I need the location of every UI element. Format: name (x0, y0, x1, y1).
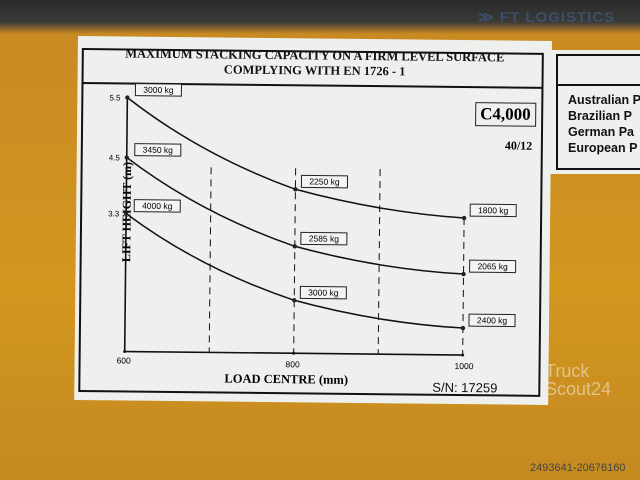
side-line: Brazilian P (568, 109, 632, 123)
data-point (292, 244, 298, 249)
y-tick-label: 4.5 (109, 153, 121, 162)
grid-line (293, 168, 297, 354)
listing-id: 2493641-20676160 (530, 462, 626, 474)
capacity-label: 3000 kg (143, 85, 174, 95)
capacity-label: 3450 kg (143, 145, 174, 155)
capacity-label-box (134, 143, 182, 157)
capacity-label: 4000 kg (142, 201, 173, 211)
side-line: German Pa (568, 125, 635, 139)
data-point (461, 271, 466, 277)
capacity-label-box (300, 174, 349, 189)
grid-line (208, 167, 212, 353)
data-point (460, 325, 466, 331)
data-point (292, 298, 297, 303)
x-tick-label: 800 (286, 359, 301, 369)
x-tick (461, 353, 465, 357)
y-tick-label: 3.3 (108, 209, 120, 218)
capacity-plate: MAXIMUM STACKING CAPACITY ON A FIRM LEVE… (74, 36, 552, 405)
x-tick (123, 350, 127, 354)
capacity-label-box (300, 231, 348, 246)
divider (556, 84, 640, 86)
capacity-label: 2065 kg (477, 261, 508, 271)
data-point (123, 211, 129, 216)
side-plate-text: Australian P Brazilian P German Pa Europ… (568, 92, 640, 156)
watermark-brand: ≫ FT LOGISTICS (478, 9, 616, 26)
x-tick (292, 351, 296, 355)
wm-line: Scout24 (545, 379, 612, 399)
capacity-label-box (469, 259, 517, 274)
data-point (124, 155, 129, 160)
capacity-label-box (133, 199, 181, 213)
capacity-chart: 600 800 1000 5.5 3000 kg 2250 kg 1800 kg 4.5 345… (108, 83, 517, 371)
data-point (461, 215, 467, 221)
capacity-label: 3000 kg (308, 287, 339, 297)
grid-line (377, 169, 381, 355)
chevrons-icon: ≫ (478, 9, 500, 26)
side-plate: Australian P Brazilian P German Pa Europ… (550, 50, 640, 174)
capacity-label-box (134, 83, 183, 97)
x-tick-label: 1000 (455, 361, 474, 371)
y-axis (123, 97, 129, 352)
capacity-label: 2400 kg (477, 315, 508, 325)
capacity-label: 1800 kg (478, 205, 509, 215)
capacity-label-box (299, 285, 347, 300)
wm-line: Truck (545, 361, 590, 381)
side-plate-border (556, 54, 640, 170)
data-point (125, 95, 130, 100)
capacity-label-box (468, 313, 516, 328)
data-point (293, 187, 298, 192)
capacity-label: 2250 kg (309, 176, 340, 186)
capacity-label-box (469, 203, 517, 218)
side-line: Australian P (568, 93, 640, 107)
x-tick-label: 600 (117, 355, 132, 365)
watermark-site: Truck Scout24 (545, 362, 611, 398)
grid-line (462, 218, 465, 356)
y-tick-label: 5.5 (109, 93, 121, 102)
capacity-label: 2585 kg (309, 233, 340, 243)
side-line: European P (568, 141, 638, 155)
